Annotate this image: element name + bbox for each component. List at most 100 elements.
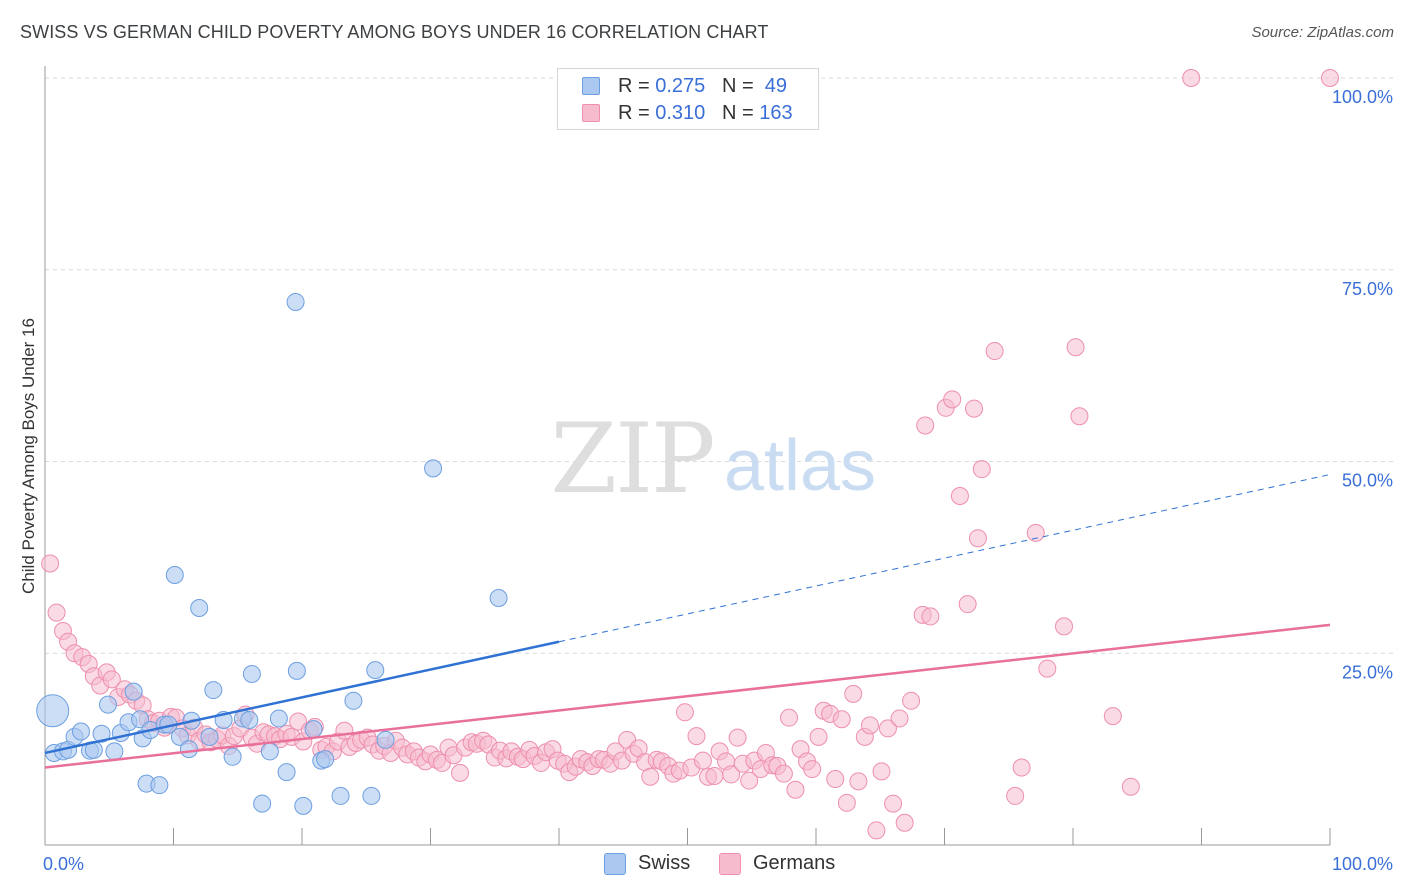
german-point-10 — [102, 670, 121, 689]
german-point-150 — [916, 416, 935, 435]
germans-n-label: N = — [721, 102, 754, 124]
swiss-n-label: N = — [721, 75, 754, 97]
german-point-141 — [860, 716, 879, 735]
swiss-point-45 — [362, 786, 381, 805]
legend-swatch-germans — [719, 853, 741, 875]
swiss-point-10 — [105, 742, 124, 761]
german-point-135 — [826, 770, 845, 789]
german-point-112 — [693, 751, 712, 770]
german-point-139 — [849, 772, 868, 791]
german-point-166 — [1070, 407, 1089, 426]
swiss-point-46 — [366, 661, 385, 680]
german-point-1 — [47, 603, 66, 622]
german-point-111 — [687, 727, 706, 746]
source-credit: Source: ZipAtlas.com — [1251, 24, 1394, 41]
german-point-163 — [1038, 659, 1057, 678]
german-point-155 — [958, 595, 977, 614]
swiss-point-32 — [242, 664, 261, 683]
swiss-point-13 — [124, 682, 143, 701]
swiss-point-42 — [316, 750, 335, 769]
swiss-point-23 — [179, 740, 198, 759]
german-point-138 — [844, 684, 863, 703]
x-tick-label-start: 0.0% — [43, 854, 84, 874]
german-point-157 — [968, 529, 987, 548]
german-point-148 — [902, 691, 921, 710]
swiss-point-8 — [92, 724, 111, 743]
swiss-point-26 — [200, 727, 219, 746]
german-point-145 — [884, 794, 903, 813]
german-point-127 — [780, 708, 799, 727]
y-tick-label-75: 75.0% — [1342, 279, 1393, 299]
german-point-114 — [705, 766, 724, 785]
german-point-70 — [451, 763, 470, 782]
german-point-164 — [1055, 617, 1074, 636]
germans-swatch — [582, 104, 600, 122]
swiss-n-value: 49 — [764, 75, 788, 97]
legend-label-swiss: Swiss — [638, 852, 691, 874]
watermark-atlas: atlas — [724, 426, 876, 506]
german-point-170 — [1321, 69, 1339, 87]
swiss-point-47 — [376, 730, 395, 749]
y-tick-label-50: 50.0% — [1342, 471, 1393, 491]
y-tick-label-100: 100.0% — [1332, 87, 1393, 107]
german-point-160 — [1006, 786, 1025, 805]
german-point-118 — [728, 728, 747, 747]
trendlines — [44, 474, 1331, 769]
german-point-142 — [867, 821, 886, 840]
swiss-point-22 — [170, 727, 189, 746]
swiss-r-value: 0.275 — [655, 75, 706, 97]
swiss-point-35 — [269, 709, 288, 728]
swiss-point-48 — [424, 459, 443, 478]
german-point-117 — [722, 765, 741, 784]
german-point-137 — [837, 793, 856, 812]
germans-r-label: R = — [618, 102, 650, 124]
tick-labels: 25.0% 50.0% 75.0% 100.0% 0.0% 100.0% — [43, 87, 1393, 874]
german-point-120 — [740, 771, 759, 790]
y-axis-label: Child Poverty Among Boys Under 16 — [19, 318, 38, 594]
swiss-point-21 — [165, 566, 184, 585]
swiss-point-36 — [277, 763, 296, 782]
german-point-154 — [950, 487, 969, 506]
swiss-point-27 — [204, 681, 223, 700]
german-point-159 — [985, 342, 1004, 361]
swiss-r-label: R = — [618, 75, 650, 97]
chart-title: SWISS VS GERMAN CHILD POVERTY AMONG BOYS… — [20, 22, 769, 42]
german-point-169 — [1182, 69, 1201, 87]
swiss-point-39 — [294, 796, 313, 815]
swiss-trendline — [44, 640, 560, 755]
german-point-109 — [675, 703, 694, 722]
swiss-point-33 — [253, 794, 272, 813]
german-point-131 — [803, 760, 822, 779]
swiss-point-38 — [287, 661, 306, 680]
swiss-swatch — [582, 77, 600, 95]
grid-lines — [45, 77, 1395, 654]
germans-trendline — [44, 623, 1331, 769]
swiss-point-29 — [223, 747, 242, 766]
swiss-point-44 — [344, 691, 363, 710]
german-point-144 — [878, 719, 897, 738]
german-point-0 — [41, 554, 60, 573]
german-point-161 — [1012, 758, 1031, 777]
germans-n-value: 163 — [759, 102, 793, 124]
swiss-point-5 — [71, 722, 90, 741]
swiss-point-37 — [286, 292, 305, 311]
german-point-162 — [1026, 523, 1045, 542]
german-point-146 — [890, 709, 909, 728]
german-point-128 — [786, 780, 805, 799]
swiss-point-34 — [260, 742, 279, 761]
swiss-point-0 — [36, 694, 70, 728]
legend-swatch-swiss — [604, 853, 626, 875]
swiss-point-31 — [240, 710, 259, 729]
german-point-165 — [1066, 338, 1085, 357]
german-point-147 — [895, 813, 914, 832]
y-tick-label-25: 25.0% — [1342, 662, 1393, 682]
stats-legend: R = 0.275 N = 49 R = 0.310 N = 163 — [557, 68, 819, 130]
german-point-153 — [943, 390, 962, 409]
swiss-points — [36, 292, 508, 815]
german-point-156 — [965, 399, 984, 418]
zipatlas-watermark: ZIP atlas — [550, 403, 876, 515]
german-point-126 — [774, 764, 793, 783]
swiss-point-25 — [190, 598, 209, 617]
legend-label-germans: Germans — [753, 852, 836, 874]
